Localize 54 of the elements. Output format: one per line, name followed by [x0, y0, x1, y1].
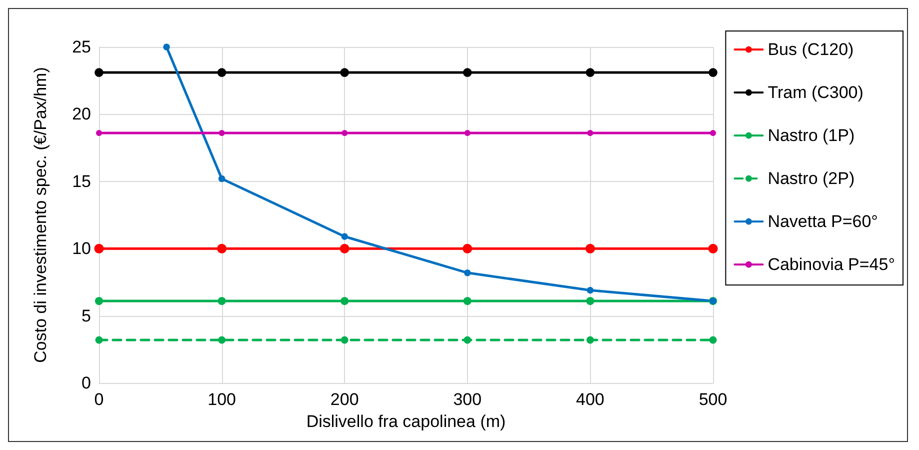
point — [340, 296, 349, 306]
point — [464, 130, 470, 136]
point — [710, 130, 716, 136]
y-axis-title: Costo di investimento spec. (€/Pax/hm) — [31, 67, 50, 363]
x-tick-label: 200 — [330, 390, 359, 409]
x-tick-label: 100 — [208, 390, 236, 409]
point — [341, 233, 348, 240]
point — [95, 336, 103, 344]
point — [709, 336, 717, 344]
point — [94, 296, 104, 306]
y-tick-label: 10 — [72, 239, 91, 258]
y-tick-label: 25 — [72, 38, 91, 56]
y-tick-label: 5 — [82, 306, 91, 326]
point — [464, 269, 471, 276]
legend-label: Nastro (2P) — [768, 169, 855, 188]
point — [340, 336, 348, 344]
point — [462, 244, 472, 254]
point — [340, 68, 349, 77]
point — [96, 130, 102, 136]
point — [586, 336, 594, 344]
y-tick-label: 20 — [72, 104, 91, 124]
x-tick-label: 400 — [576, 390, 604, 409]
point — [342, 130, 348, 136]
point — [586, 68, 595, 77]
point — [218, 175, 226, 182]
x-tick-label: 500 — [698, 390, 728, 409]
y-tick-label: 15 — [72, 172, 91, 191]
point — [218, 130, 225, 136]
point — [94, 244, 104, 254]
point — [94, 68, 104, 77]
y-tick-label: 0 — [82, 374, 91, 392]
point — [218, 296, 226, 306]
legend-label: Tram (C300) — [768, 83, 864, 102]
point — [463, 296, 472, 306]
point — [340, 244, 350, 254]
point — [586, 286, 594, 294]
point — [463, 68, 472, 77]
x-tick-label: 300 — [453, 390, 482, 409]
point — [217, 68, 226, 77]
point — [587, 130, 594, 136]
legend-label: Nastro (1P) — [768, 126, 855, 145]
legend-label: Bus (C120) — [768, 40, 854, 59]
legend-label: Navetta P=60° — [768, 212, 878, 231]
point — [708, 244, 718, 254]
point — [708, 68, 718, 77]
point — [163, 44, 170, 50]
point — [218, 336, 226, 344]
point — [585, 244, 595, 254]
x-axis-title: Dislivello fra capolinea (m) — [306, 412, 506, 431]
point — [586, 296, 594, 306]
point — [217, 244, 227, 254]
point — [464, 336, 472, 344]
x-tick-label: 0 — [94, 390, 104, 409]
legend-label: Cabinovia P=45° — [768, 255, 896, 274]
